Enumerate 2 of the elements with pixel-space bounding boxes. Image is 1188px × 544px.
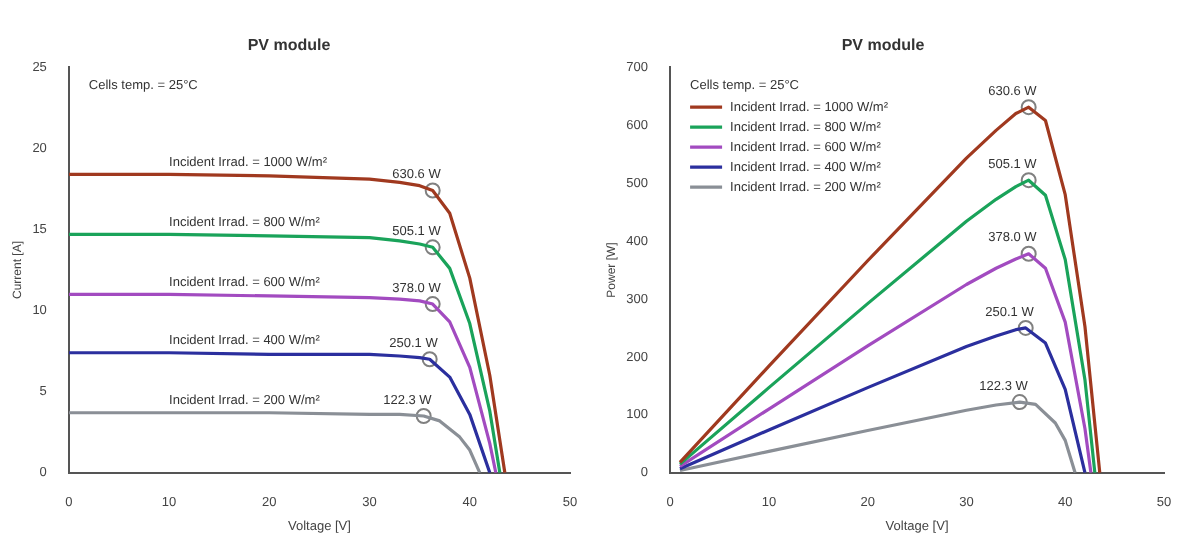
chart-title: PV module	[247, 36, 332, 55]
chart-title: PV module	[841, 36, 926, 55]
